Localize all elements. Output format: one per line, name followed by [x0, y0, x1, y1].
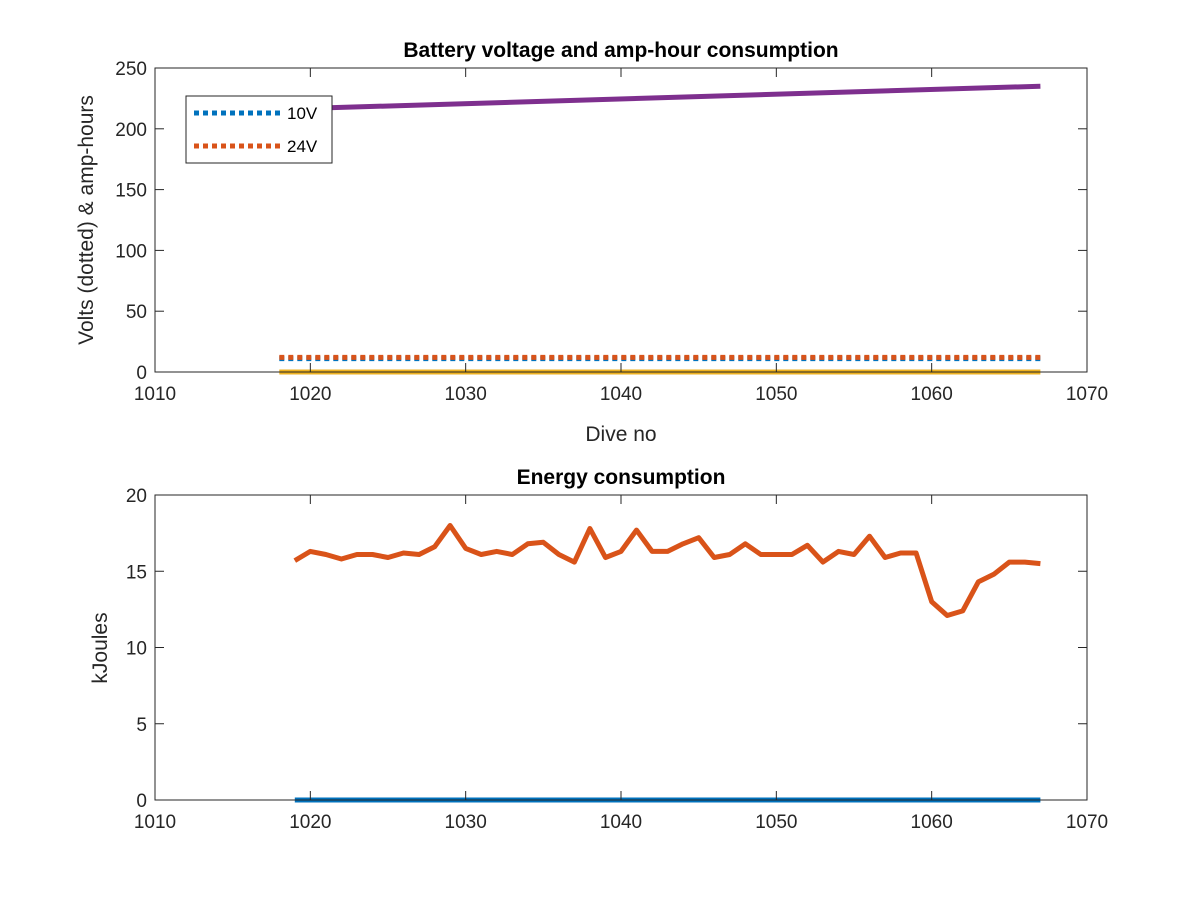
x-tick-label: 1070: [1066, 812, 1108, 833]
y-axis-label: kJoules: [89, 612, 112, 683]
x-tick-label: 1040: [600, 812, 642, 833]
legend: 10V 24V: [185, 95, 333, 164]
y-tick-label: 0: [136, 363, 147, 384]
y-tick-label: 150: [115, 181, 147, 202]
x-tick-label: 1070: [1066, 384, 1108, 405]
battery-voltage-plot: Battery voltage and amp-hour consumption…: [75, 39, 1108, 446]
y-tick-label: 10: [126, 639, 147, 660]
y-tick-label: 15: [126, 562, 147, 583]
x-tick-label: 1050: [755, 812, 797, 833]
x-tick-label: 1010: [134, 812, 176, 833]
x-tick-label: 1020: [289, 812, 331, 833]
x-tick-label: 1040: [600, 384, 642, 405]
x-tick-label: 1050: [755, 384, 797, 405]
y-axis-label: Volts (dotted) & amp-hours: [75, 95, 98, 345]
y-tick-label: 50: [126, 302, 147, 323]
x-tick-label: 1060: [911, 384, 953, 405]
x-tick-label: 1010: [134, 384, 176, 405]
legend-label-24v: 24V: [287, 137, 318, 156]
legend-label-10v: 10V: [287, 104, 318, 123]
y-tick-label: 5: [136, 715, 147, 736]
axes-box: [154, 494, 1088, 801]
series-line-3: [279, 83, 1041, 112]
y-tick-label: 100: [115, 241, 147, 262]
y-tick-label: 0: [136, 791, 147, 812]
x-tick-label: 1030: [445, 384, 487, 405]
y-tick-label: 20: [126, 486, 147, 507]
x-tick-label: 1020: [289, 384, 331, 405]
x-tick-label: 1060: [911, 812, 953, 833]
legend-box: [185, 95, 333, 164]
series-line-1: [293, 523, 1041, 618]
plot-title: Energy consumption: [517, 466, 726, 489]
plot-title: Battery voltage and amp-hour consumption: [403, 39, 838, 62]
x-tick-label: 1030: [445, 812, 487, 833]
y-tick-label: 250: [115, 59, 147, 80]
y-tick-label: 200: [115, 120, 147, 141]
x-axis-label: Dive no: [585, 423, 656, 446]
energy-consumption-plot: Energy consumption 1010 1020 1030 1040 1050 1…: [89, 466, 1108, 833]
